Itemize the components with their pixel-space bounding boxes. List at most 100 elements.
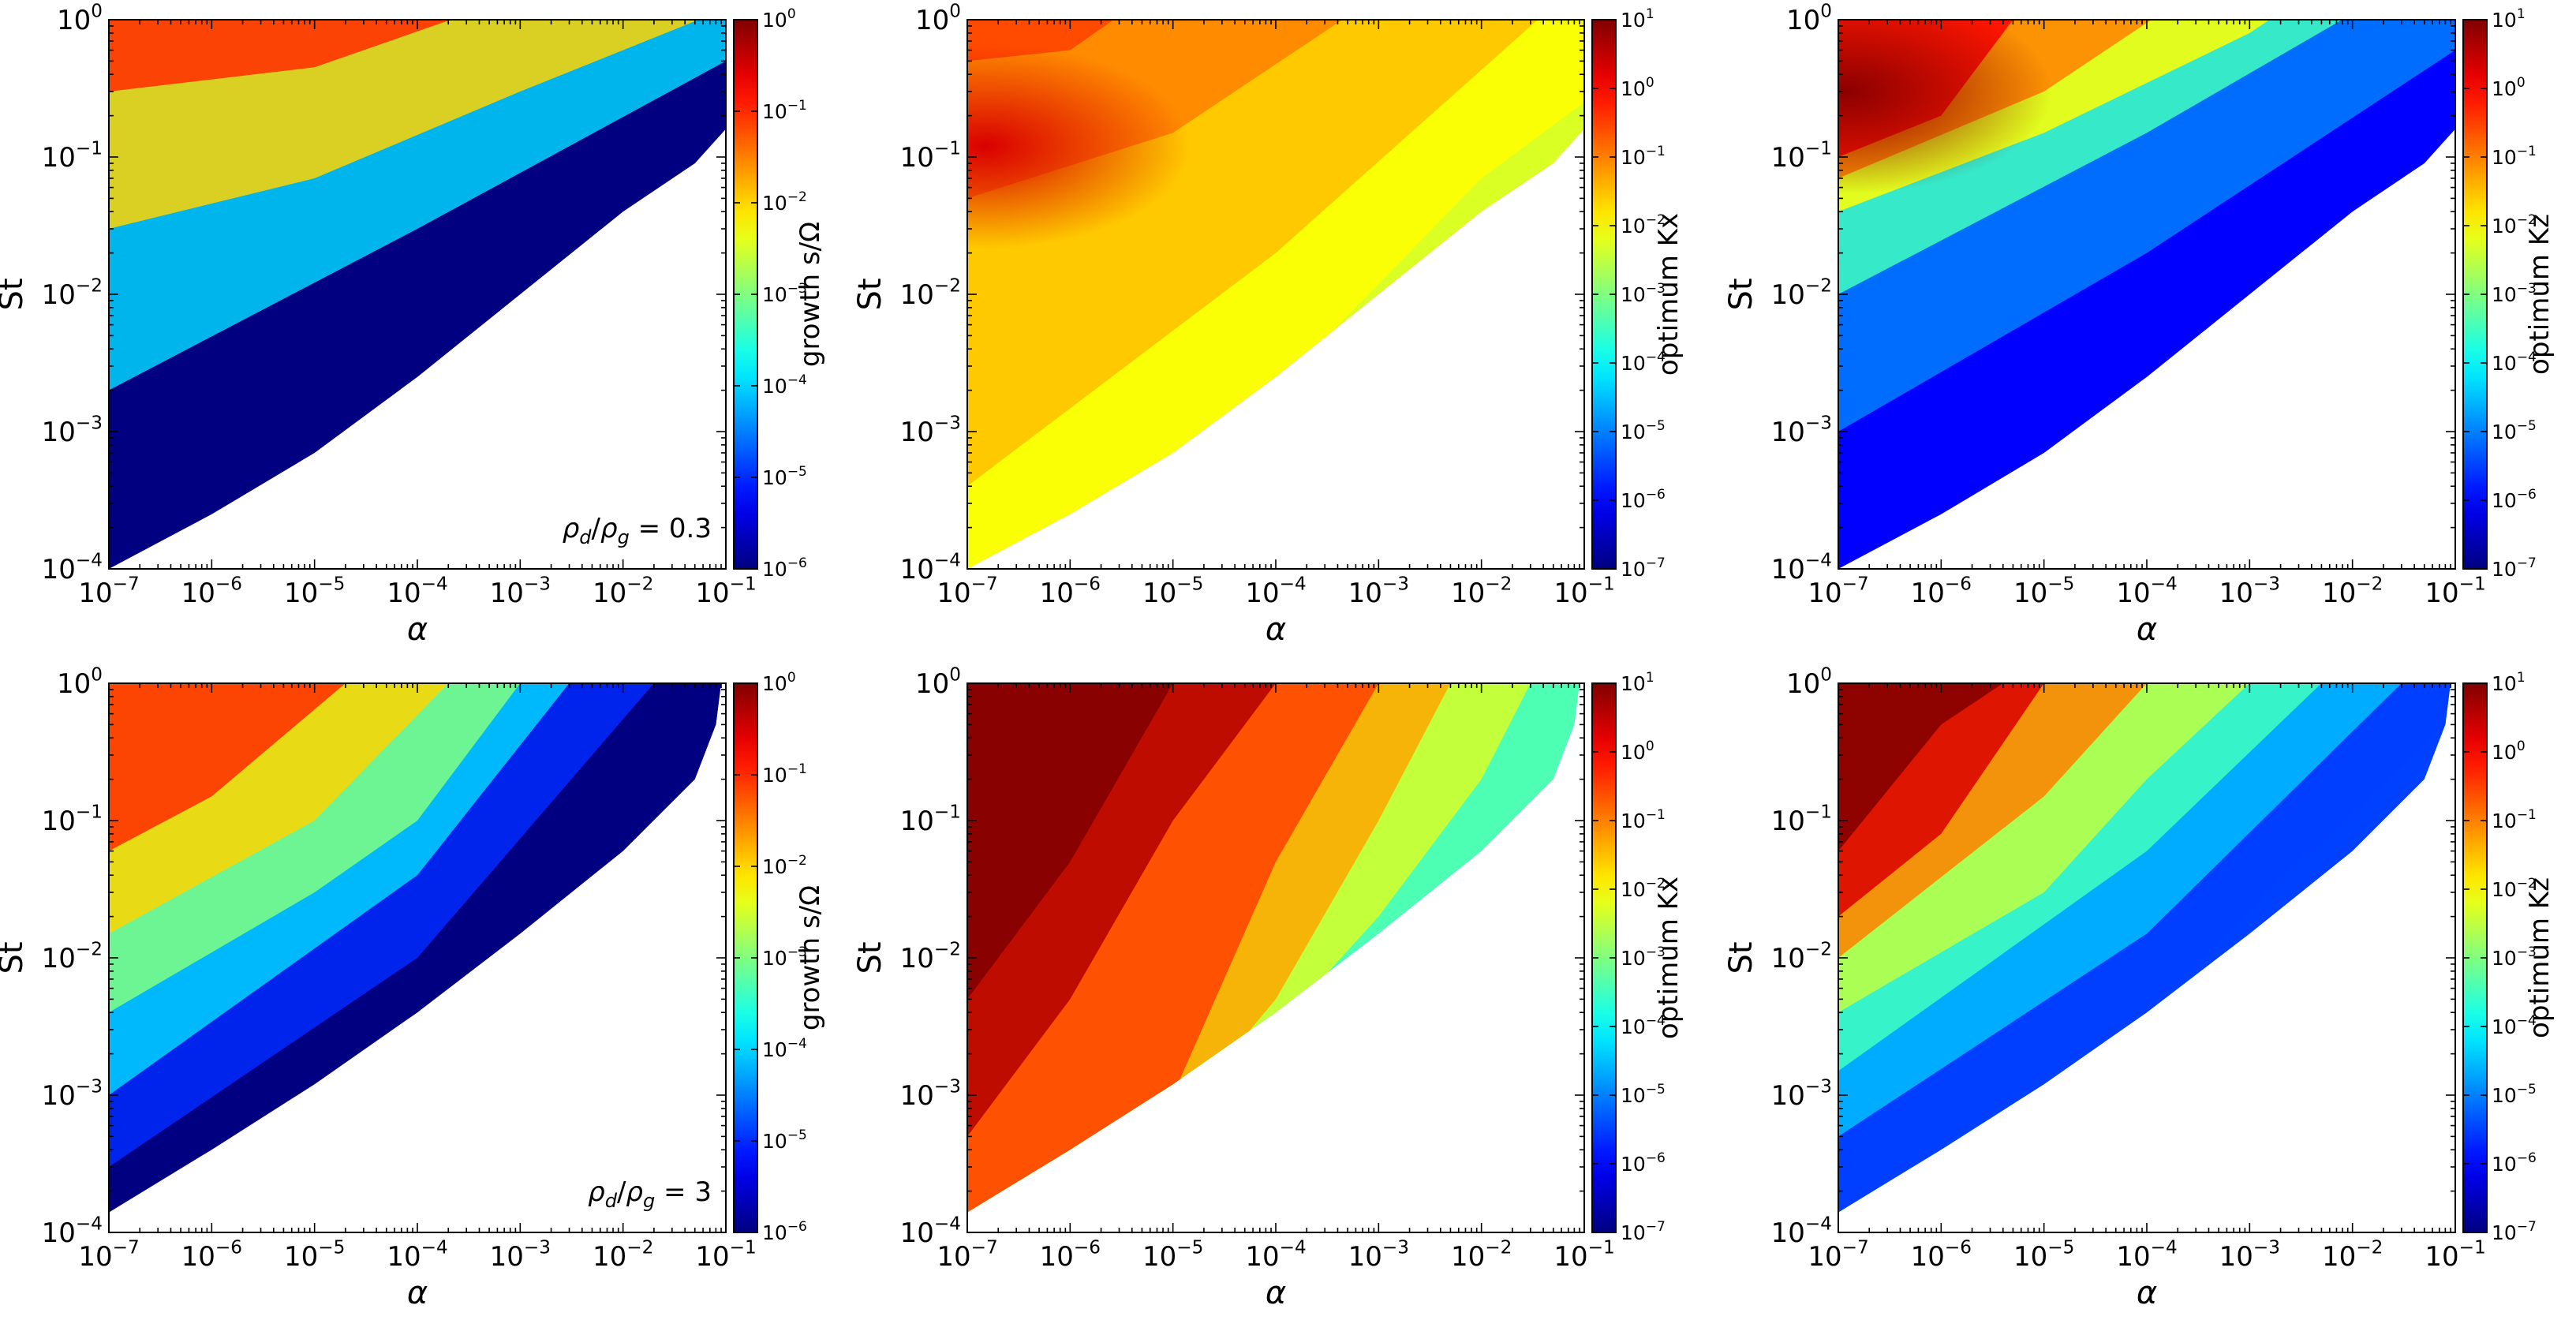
colorbar-tick-label: 100	[2492, 739, 2526, 764]
y-axis-label: St	[1723, 941, 1759, 974]
color-region-5	[1838, 683, 2455, 917]
y-tick-label: 100	[1786, 665, 1832, 700]
y-tick-label: 10−1	[1771, 139, 1832, 174]
x-tick-label: 10−6	[1911, 1238, 1972, 1273]
colorbar-tick-label: 10−6	[2492, 487, 2537, 512]
y-tick-label: 10−4	[42, 1214, 103, 1249]
x-tick-label: 10−6	[1040, 574, 1101, 609]
colorbar-tick-label: 101	[2492, 670, 2526, 695]
x-tick-label: 10−3	[490, 1238, 551, 1273]
colorbar-label: optimum Kx	[1653, 213, 1684, 376]
colorbar-tick-label: 100	[2492, 75, 2526, 100]
colorbar-tick-label: 10−2	[762, 853, 807, 878]
panel-1-0: 10−7 10−6 10−5 10−4 10−3 10−2 10−1 10−4 10−3 10−2…	[0, 665, 826, 1311]
colorbar-tick-label: 10−4	[762, 372, 807, 398]
colorbar-ticks	[1592, 682, 1616, 1233]
y-tick-label: 10−1	[42, 802, 103, 837]
colorbar-tick-label: 10−3	[762, 944, 807, 970]
x-tick-label: 10−5	[1142, 1238, 1203, 1273]
tick-marks	[1838, 683, 2455, 1233]
colorbar-tick-label: 10−7	[2492, 555, 2537, 581]
colorbar-label: optimum Kz	[2524, 214, 2555, 375]
colorbar-tick-label: 101	[1621, 670, 1654, 695]
x-tick-label: 10−2	[2322, 1238, 2383, 1273]
colorbar-tick-label: 10−6	[1621, 487, 1666, 512]
colorbar-tick-label: 10−2	[2492, 876, 2537, 901]
y-tick-label: 10−2	[1771, 940, 1832, 974]
y-tick-label: 10−1	[900, 802, 961, 837]
heatmap-field	[967, 683, 1584, 1213]
colorbar-tick-label: 10−2	[762, 189, 807, 215]
colorbar-tick-label: 10−1	[2492, 807, 2537, 832]
colorbar-tick-label: 100	[762, 670, 796, 695]
panel-0-2: 10−7 10−6 10−5 10−4 10−3 10−2 10−1 10−4 10−3 10−2…	[1723, 2, 2555, 648]
colorbar-label: growth s/Ω	[794, 222, 826, 367]
colorbar-tick-label: 10−1	[1621, 807, 1666, 832]
tick-marks	[966, 20, 1584, 570]
y-tick-label: 10−4	[900, 551, 961, 585]
y-tick-label: 10−3	[900, 413, 961, 448]
colorbar-label: optimum Kx	[1653, 877, 1684, 1039]
y-tick-label: 100	[915, 665, 961, 700]
x-tick-label: 10−4	[1245, 1238, 1306, 1273]
x-axis-label: α	[1266, 1275, 1286, 1311]
x-tick-label: 10−7	[1808, 1238, 1868, 1273]
local-maximum	[967, 43, 1191, 249]
density-ratio-annotation: ρd/ρg = 3	[588, 1176, 712, 1212]
colorbar-tick-label: 10−1	[762, 98, 807, 123]
tick-marks	[108, 20, 726, 570]
y-axis-label: St	[0, 278, 30, 310]
colorbar-tick-label: 100	[1621, 739, 1654, 764]
colorbar-tick-label: 10−4	[1621, 1013, 1666, 1038]
colorbar-tick-label: 10−5	[2492, 418, 2537, 443]
colorbar-tick-label: 10−1	[762, 761, 807, 787]
colorbar-tick-label: 10−2	[1621, 212, 1666, 237]
x-tick-label: 10−3	[1348, 1238, 1409, 1273]
x-tick-label: 10−7	[78, 574, 139, 609]
x-tick-label: 10−6	[1911, 574, 1972, 609]
colorbar-ticks	[2463, 682, 2487, 1233]
y-axis-label: St	[852, 941, 888, 974]
x-axis-label: α	[407, 1275, 428, 1311]
colorbar-label: growth s/Ω	[794, 885, 826, 1030]
x-tick-label: 10−2	[1451, 1238, 1512, 1273]
colorbar-tick-label: 10−6	[2492, 1150, 2537, 1176]
colorbar-tick-label: 10−3	[1621, 281, 1666, 306]
y-tick-label: 10−4	[1771, 551, 1832, 585]
colorbar-tick-label: 10−6	[1621, 1150, 1666, 1176]
x-tick-label: 10−4	[387, 1238, 447, 1273]
x-tick-label: 10−3	[490, 574, 551, 609]
y-tick-label: 10−3	[1771, 1077, 1832, 1112]
x-tick-label: 10−6	[1040, 1238, 1101, 1273]
x-tick-label: 10−5	[2013, 1238, 2074, 1273]
colorbar-tick-label: 10−5	[2492, 1082, 2537, 1107]
y-tick-label: 10−1	[900, 139, 961, 174]
x-tick-label: 10−2	[593, 574, 653, 609]
local-maximum	[1838, 20, 2052, 194]
tick-marks	[966, 683, 1584, 1233]
y-tick-label: 10−2	[900, 276, 961, 311]
y-tick-label: 100	[57, 665, 103, 700]
x-tick-label: 10−7	[1808, 574, 1868, 609]
y-tick-label: 10−4	[42, 551, 103, 585]
x-tick-label: 10−1	[1553, 574, 1614, 609]
colorbar-tick-label: 100	[1621, 75, 1654, 100]
heatmap-field	[1838, 20, 2455, 569]
colorbar-tick-label: 10−1	[2492, 144, 2537, 169]
colorbar-tick-label: 10−3	[2492, 944, 2537, 970]
x-axis-label: α	[1266, 611, 1286, 648]
colorbar-tick-label: 10−7	[1621, 555, 1666, 581]
x-tick-label: 10−7	[937, 574, 997, 609]
x-tick-label: 10−1	[2425, 1238, 2485, 1273]
colorbar-ticks	[734, 682, 757, 1233]
x-tick-label: 10−4	[387, 574, 447, 609]
y-tick-label: 100	[915, 2, 961, 36]
y-axis-label: St	[852, 278, 888, 310]
panel-0-0: 10−7 10−6 10−5 10−4 10−3 10−2 10−1 10−4 10−3 10−2…	[0, 2, 826, 648]
colorbar-tick-label: 10−7	[1621, 1219, 1666, 1244]
y-tick-label: 10−2	[900, 940, 961, 974]
heatmap-field	[967, 20, 1584, 569]
y-tick-label: 10−3	[42, 413, 103, 448]
y-tick-label: 10−3	[1771, 413, 1832, 448]
